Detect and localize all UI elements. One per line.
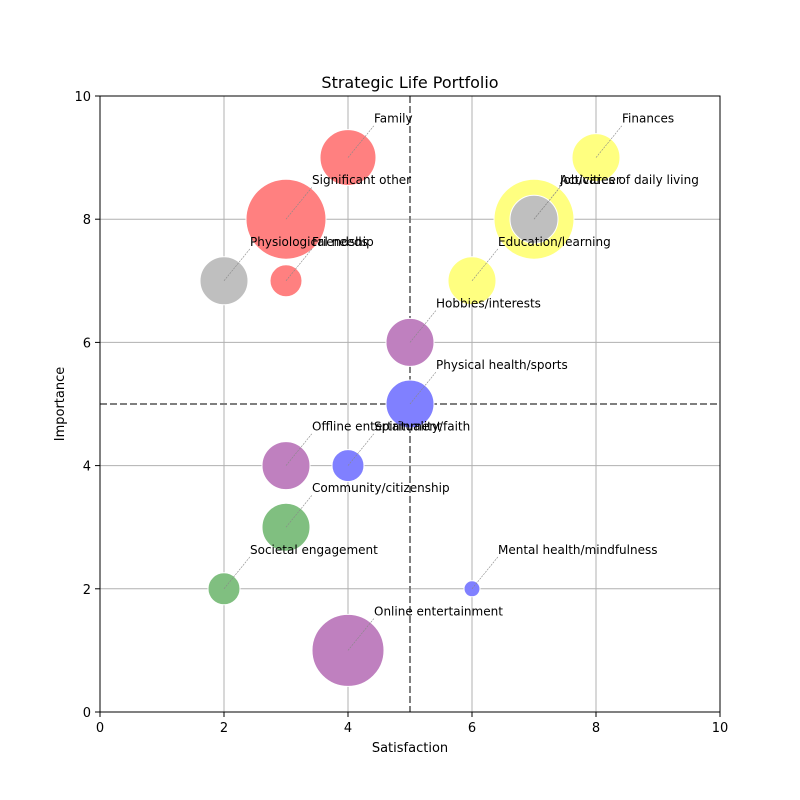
x-tick-label: 4: [344, 721, 352, 736]
annotations: Family Significant other FriendshipPhysiol…: [223, 112, 699, 651]
annotation-label-job-career: Job/career: [559, 173, 621, 187]
annotation-label-spirituality-faith: Spirituality/faith: [374, 420, 470, 434]
annotation-connector: [285, 433, 313, 466]
x-axis-label: Satisfaction: [372, 741, 448, 756]
x-tick-label: 2: [220, 721, 228, 736]
annotation-label-community-citizenship: Community/citizenship: [312, 481, 450, 495]
y-tick-label: 4: [83, 460, 91, 475]
annotation-connector: [471, 556, 499, 589]
annotation-connector: [347, 618, 375, 651]
annotation-label-societal-engagement: Societal engagement: [250, 543, 378, 557]
annotation-label-online-entertainment: Online entertainment: [374, 604, 503, 618]
annotation-label-family: Family: [374, 112, 413, 126]
chart-title: Strategic Life Portfolio: [321, 73, 498, 92]
annotation-connector: [533, 187, 561, 220]
annotation-label-offline-entertainment: Offline entertainment: [312, 420, 442, 434]
annotation-connector: [285, 187, 313, 220]
annotation-connector: [409, 371, 437, 405]
annotation-label-hobbies-interests: Hobbies/interests: [436, 296, 541, 310]
y-tick-label: 2: [83, 583, 91, 598]
annotation-label-education-learning: Education/learning: [498, 235, 611, 249]
annotation-label-mental-health-mindfulness: Mental health/mindfulness: [498, 543, 657, 557]
annotation-connector: [285, 248, 313, 281]
y-tick-label: 0: [83, 706, 91, 721]
annotation-label-physiological-needs: Physiological needs: [250, 235, 368, 249]
x-tick-label: 8: [592, 721, 600, 736]
y-axis-label: Importance: [53, 367, 68, 442]
x-tick-label: 0: [96, 721, 104, 736]
annotation-label-activities-of-daily-living: Activities of daily living: [560, 173, 699, 187]
y-tick-label: 8: [83, 213, 91, 228]
annotation-label-friendship: Friendship: [312, 235, 374, 249]
annotation-connector: [285, 495, 313, 528]
annotation-connector: [223, 248, 251, 281]
x-tick-label: 10: [712, 721, 729, 736]
y-tick-label: 6: [83, 336, 91, 351]
annotation-label-finances: Finances: [622, 112, 674, 126]
axis-ticks: 0 2 4 6 8 10 0 2 4 6 8 10: [74, 90, 728, 736]
annotation-connector: [409, 310, 437, 343]
x-tick-label: 6: [468, 721, 476, 736]
annotation-label-physical-health-sports: Physical health/sports: [436, 358, 568, 372]
annotation-label-significant-other: Significant other: [312, 173, 411, 187]
annotation-connector: [347, 433, 375, 466]
plot-area-frame: [99, 95, 721, 713]
annotation-connector: [471, 248, 499, 281]
y-tick-label: 10: [74, 90, 91, 105]
annotation-connector: [347, 125, 375, 158]
annotation-connector: [595, 125, 623, 158]
annotation-connector: [223, 556, 251, 589]
